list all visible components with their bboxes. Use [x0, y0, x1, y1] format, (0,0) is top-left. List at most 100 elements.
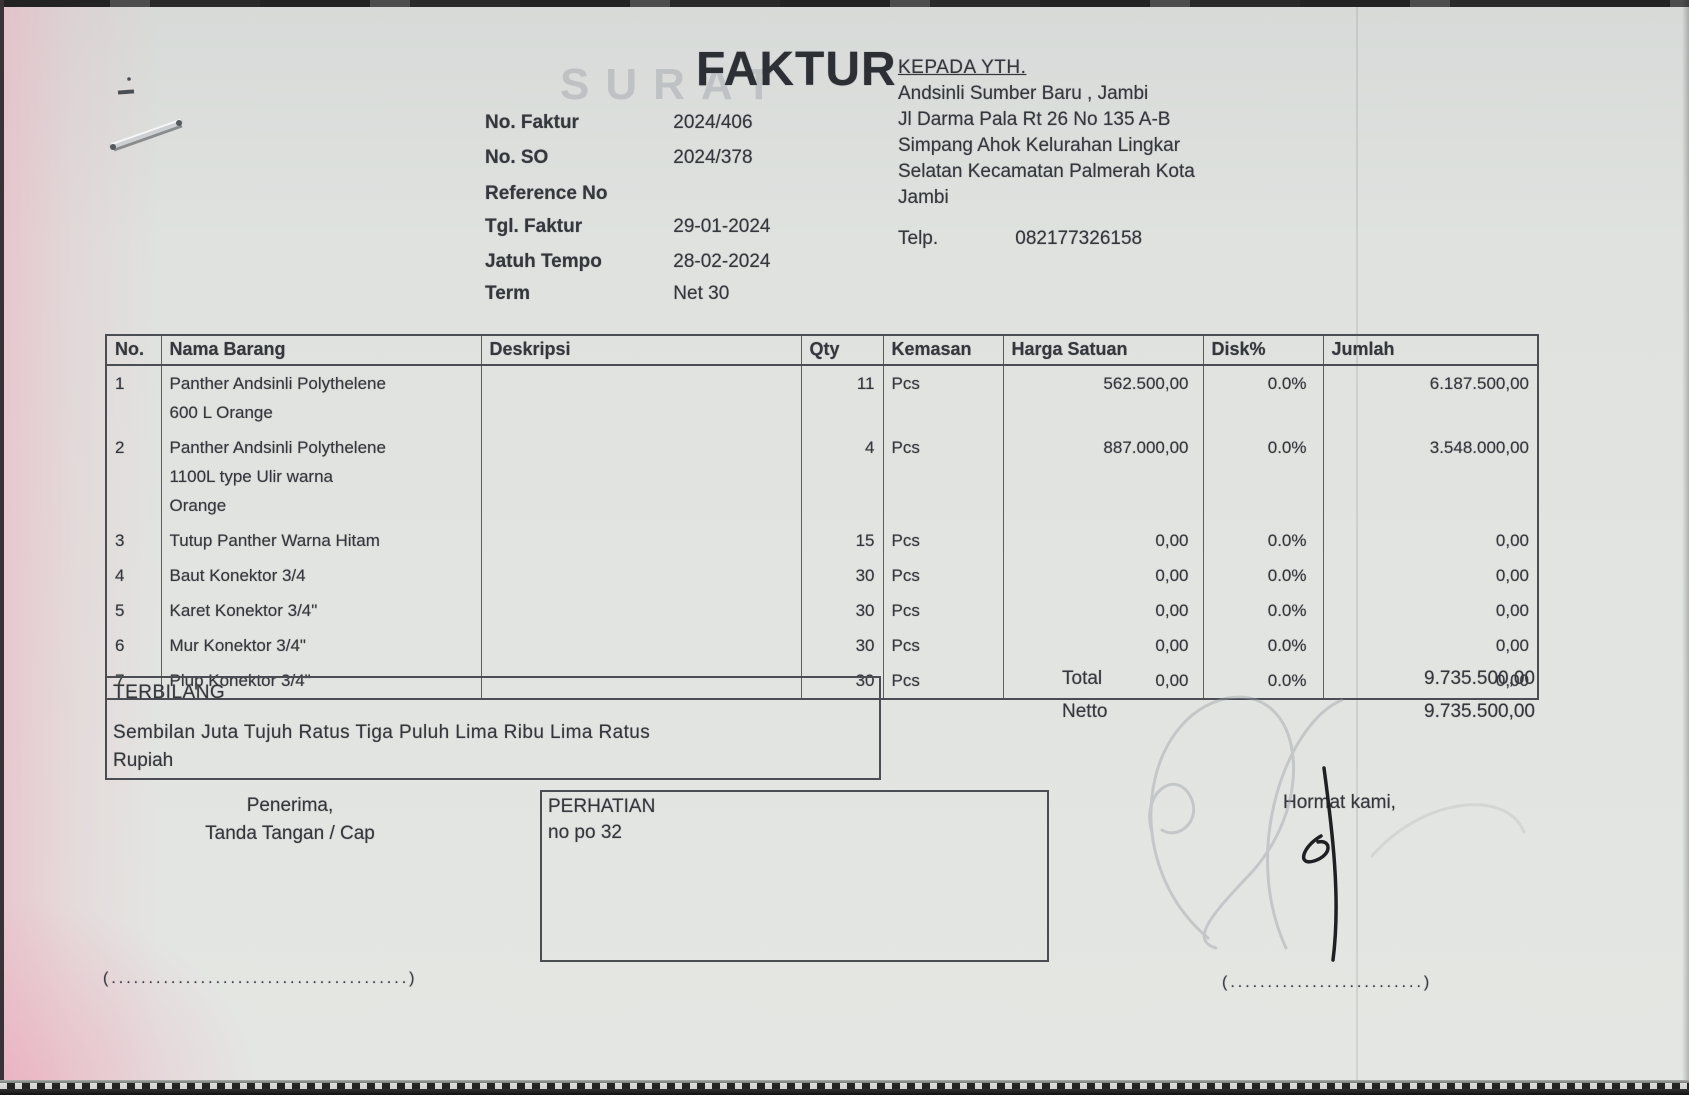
- field-value: 29-01-2024: [673, 216, 771, 237]
- customer-heading: KEPADA YTH.: [898, 57, 1027, 78]
- cell-name: Panther Andsinli Polythelene 600 L Orang…: [160, 365, 482, 430]
- cell-qty: 30: [800, 558, 884, 593]
- customer-address: Selatan Kecamatan Palmerah Kota: [898, 161, 1195, 182]
- receiver-signature-line: (.......................................…: [103, 970, 418, 987]
- scan-top-edge: [0, 0, 1689, 7]
- col-kemasan: Kemasan: [882, 335, 1004, 366]
- cell-harga: 0,00: [1002, 663, 1204, 699]
- netto-label: Netto: [1062, 701, 1108, 722]
- meta-row-term: Term Net 30: [485, 283, 729, 305]
- table-row: 5 Karet Konektor 3/4" 30 Pcs 0,00 0.0% 0…: [105, 593, 1539, 628]
- cell-jumlah: 0,00: [1322, 663, 1539, 699]
- phone-label: Telp.: [898, 228, 939, 249]
- meta-row-no-faktur: No. Faktur 2024/406: [485, 112, 753, 134]
- field-label: Jatuh Tempo: [485, 251, 602, 272]
- cell-no: 4: [105, 558, 162, 593]
- page-title: FAKTUR: [696, 43, 897, 96]
- cell-no: 1: [105, 365, 162, 430]
- cell-name: Tutup Panther Warna Hitam: [160, 523, 482, 558]
- field-value: 2024/406: [673, 112, 753, 133]
- customer-address: Jambi: [898, 187, 949, 208]
- cell-name: Karet Konektor 3/4": [160, 593, 482, 628]
- cell-desc: [480, 593, 802, 628]
- cell-harga: 0,00: [1002, 558, 1204, 593]
- cell-qty: 30: [800, 628, 884, 663]
- cell-no: 3: [105, 523, 162, 558]
- field-value: 2024/378: [673, 147, 753, 168]
- cell-kemasan: Pcs: [882, 558, 1004, 593]
- table-row: 7 Plup Konektor 3/4" 30 Pcs 0,00 0.0% 0,…: [105, 663, 1539, 699]
- cell-desc: [480, 558, 802, 593]
- customer-address: Jl Darma Pala Rt 26 No 135 A-B: [898, 109, 1171, 130]
- field-label: Term: [485, 283, 531, 304]
- table-row: 3 Tutup Panther Warna Hitam 15 Pcs 0,00 …: [105, 523, 1539, 558]
- cell-desc: [480, 663, 802, 699]
- meta-row-reference-no: Reference No: [485, 183, 673, 205]
- col-harga: Harga Satuan: [1002, 335, 1204, 366]
- terbilang-text: Sembilan Juta Tujuh Ratus Tiga Puluh Lim…: [113, 722, 651, 743]
- cell-desc: [480, 365, 802, 430]
- customer-name: Andsinli Sumber Baru , Jambi: [898, 83, 1149, 104]
- cell-qty: 15: [800, 523, 884, 558]
- table-row: 4 Baut Konektor 3/4 30 Pcs 0,00 0.0% 0,0…: [105, 558, 1539, 593]
- phone-value: 082177326158: [1015, 228, 1143, 249]
- col-no: No.: [105, 335, 162, 366]
- cell-no: 5: [105, 593, 162, 628]
- terbilang-label: TERBILANG: [113, 682, 226, 703]
- attention-title: PERHATIAN: [548, 796, 656, 817]
- meta-row-tgl-faktur: Tgl. Faktur 29-01-2024: [485, 216, 770, 238]
- items-table: No. Nama Barang Deskripsi Qty Kemasan Ha…: [105, 334, 1539, 700]
- scan-left-edge: [0, 0, 4, 1095]
- cell-qty: 30: [800, 593, 884, 628]
- cell-disk: 0.0%: [1202, 628, 1324, 663]
- sender-signature-line: (..........................): [1222, 974, 1433, 991]
- table-row: 6 Mur Konektor 3/4" 30 Pcs 0,00 0.0% 0,0…: [105, 628, 1539, 663]
- cell-jumlah: 0,00: [1322, 523, 1539, 558]
- scan-pink-corner: [0, 895, 260, 1095]
- customer-address: Simpang Ahok Kelurahan Lingkar: [898, 135, 1181, 156]
- cell-jumlah: 6.187.500,00: [1322, 365, 1539, 430]
- total-label: Total: [1062, 668, 1103, 689]
- cell-jumlah: 3.548.000,00: [1322, 430, 1539, 523]
- cell-harga: 887.000,00: [1002, 430, 1204, 523]
- receiver-line: Tanda Tangan / Cap: [205, 823, 375, 844]
- col-name: Nama Barang: [160, 335, 482, 366]
- cell-name: Panther Andsinli Polythelene 1100L type …: [160, 430, 482, 523]
- receiver-block: Penerima, Tanda Tangan / Cap: [140, 792, 440, 848]
- terbilang-box: TERBILANG Sembilan Juta Tujuh Ratus Tiga…: [105, 676, 881, 780]
- table-row: 2 Panther Andsinli Polythelene 1100L typ…: [105, 430, 1539, 523]
- ghost-signature: [1148, 695, 1526, 950]
- cell-name: Baut Konektor 3/4: [160, 558, 482, 593]
- cell-harga: 0,00: [1002, 593, 1204, 628]
- cell-name: Plup Konektor 3/4": [160, 663, 482, 699]
- field-value: 28-02-2024: [673, 251, 771, 272]
- col-qty: Qty: [800, 335, 884, 366]
- netto-value: 9.735.500,00: [1424, 701, 1535, 722]
- terbilang-text: Rupiah: [113, 750, 174, 771]
- field-label: No. Faktur: [485, 112, 579, 133]
- scan-right-shadow: [1682, 0, 1689, 1095]
- field-label: Tgl. Faktur: [485, 216, 583, 237]
- cell-harga: 562.500,00: [1002, 365, 1204, 430]
- attention-box: PERHATIAN no po 32: [540, 790, 1049, 962]
- field-value: Net 30: [673, 283, 730, 304]
- cell-desc: [480, 523, 802, 558]
- cell-kemasan: Pcs: [882, 593, 1004, 628]
- cell-qty: 4: [800, 430, 884, 523]
- cell-jumlah: 0,00: [1322, 558, 1539, 593]
- customer-phone-row: Telp. 082177326158: [898, 228, 1142, 250]
- cell-kemasan: Pcs: [882, 430, 1004, 523]
- col-disk: Disk%: [1202, 335, 1324, 366]
- cell-name: Mur Konektor 3/4": [160, 628, 482, 663]
- cell-harga: 0,00: [1002, 523, 1204, 558]
- cell-jumlah: 0,00: [1322, 628, 1539, 663]
- cell-no: 6: [105, 628, 162, 663]
- cell-desc: [480, 628, 802, 663]
- meta-row-no-so: No. SO 2024/378: [485, 147, 753, 169]
- field-label: No. SO: [485, 147, 549, 168]
- cell-kemasan: Pcs: [882, 365, 1004, 430]
- cell-desc: [480, 430, 802, 523]
- table-header-row: No. Nama Barang Deskripsi Qty Kemasan Ha…: [105, 335, 1539, 366]
- meta-row-jatuh-tempo: Jatuh Tempo 28-02-2024: [485, 251, 770, 273]
